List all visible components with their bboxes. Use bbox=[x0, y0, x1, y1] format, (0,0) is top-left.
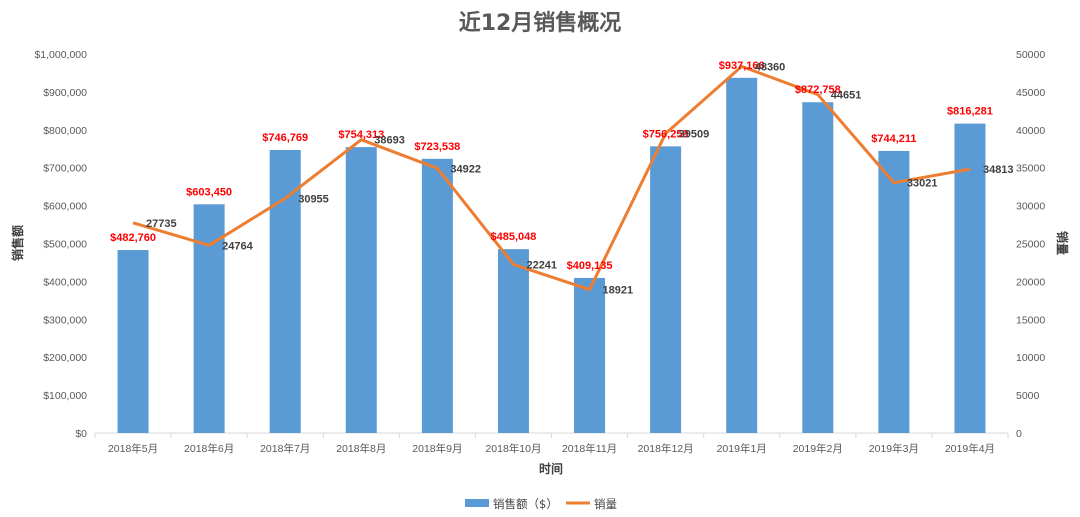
bar-value-label: $603,450 bbox=[186, 186, 232, 198]
bar-value-label: $482,760 bbox=[110, 232, 156, 244]
right-axis-ticks: 0 5000 10000 15000 20000 25000 30000 35000 40000… bbox=[1016, 49, 1045, 440]
x-tick-label: 2019年1月 bbox=[717, 442, 767, 455]
bar-value-label: $754,313 bbox=[338, 129, 384, 141]
y-tick-label: $500,000 bbox=[43, 239, 87, 251]
x-tick-label: 2019年2月 bbox=[793, 442, 843, 455]
line-value-label: 38693 bbox=[374, 135, 405, 147]
x-tick-label: 2018年7月 bbox=[260, 442, 310, 455]
bar bbox=[802, 102, 834, 433]
x-tick-label: 2018年10月 bbox=[485, 442, 541, 455]
bar-value-label: $409,135 bbox=[567, 260, 613, 272]
y2-tick-label: 25000 bbox=[1016, 239, 1045, 251]
y-tick-label: $700,000 bbox=[43, 163, 87, 175]
y2-tick-label: 35000 bbox=[1016, 163, 1045, 175]
x-axis-title: 时间 bbox=[539, 461, 563, 476]
y-tick-label: $800,000 bbox=[43, 125, 87, 137]
legend-bar-swatch bbox=[465, 499, 489, 507]
y-tick-label: $1,000,000 bbox=[34, 49, 87, 61]
bar-value-label: $937,166 bbox=[719, 60, 765, 72]
bar-value-label: $485,048 bbox=[491, 231, 537, 243]
legend-bar-label: 销售额（$） bbox=[493, 497, 558, 511]
x-tick-label: 2019年3月 bbox=[869, 442, 919, 455]
bar-value-label: $744,211 bbox=[871, 133, 916, 145]
x-tick-label: 2018年5月 bbox=[108, 442, 158, 455]
x-tick-label: 2018年9月 bbox=[412, 442, 462, 455]
bar bbox=[421, 158, 453, 433]
line-value-label: 24764 bbox=[222, 240, 253, 252]
legend-line-label: 销量 bbox=[594, 497, 617, 511]
x-tick-label: 2018年11月 bbox=[562, 442, 617, 455]
sales-volume-line bbox=[132, 64, 971, 292]
line-value-label: 33021 bbox=[907, 178, 938, 190]
y-tick-label: $300,000 bbox=[43, 314, 87, 326]
line-value-label: 34813 bbox=[983, 164, 1014, 176]
line-data-labels: 27735 24764 30955 38693 34922 22241 18921 39509… bbox=[146, 61, 1014, 296]
bar bbox=[878, 150, 910, 433]
y2-tick-label: 0 bbox=[1016, 428, 1022, 440]
legend: 销售额（$） 销量 bbox=[465, 497, 617, 511]
y-axis-title: 销售额 bbox=[10, 225, 25, 261]
bar-value-label: $756,259 bbox=[643, 128, 689, 140]
bar-value-label: $816,281 bbox=[947, 106, 993, 118]
y2-tick-label: 30000 bbox=[1016, 201, 1045, 213]
bar bbox=[574, 277, 606, 433]
bar-data-labels: $482,760 $603,450 $746,769 $754,313 $723,538… bbox=[110, 60, 993, 272]
y2-tick-label: 10000 bbox=[1016, 352, 1045, 364]
y-tick-label: $600,000 bbox=[43, 201, 87, 213]
y2-tick-label: 45000 bbox=[1016, 87, 1045, 99]
y-tick-label: $200,000 bbox=[43, 352, 87, 364]
bar bbox=[269, 149, 301, 433]
bar-value-label: $723,538 bbox=[414, 141, 460, 153]
left-axis-ticks: $0 $100,000 $200,000 $300,000 $400,000 $500,0… bbox=[34, 49, 87, 440]
y2-tick-label: 5000 bbox=[1016, 390, 1040, 402]
line-value-label: 48360 bbox=[755, 61, 786, 73]
y2-tick-label: 50000 bbox=[1016, 49, 1045, 61]
line-value-label: 44651 bbox=[831, 90, 862, 102]
bar bbox=[650, 146, 682, 433]
y2-tick-label: 40000 bbox=[1016, 125, 1045, 137]
bar bbox=[954, 123, 986, 433]
bar-series bbox=[117, 77, 986, 434]
y2-axis-title: 销量 bbox=[1055, 231, 1070, 255]
y2-tick-label: 15000 bbox=[1016, 314, 1045, 326]
y-tick-label: $400,000 bbox=[43, 276, 87, 288]
bar bbox=[497, 249, 529, 433]
x-tick-label: 2018年6月 bbox=[184, 442, 234, 455]
line-value-label: 39509 bbox=[679, 129, 710, 141]
bar-value-label: $746,769 bbox=[262, 132, 308, 144]
bar bbox=[117, 250, 149, 433]
bar bbox=[726, 77, 758, 433]
line-value-label: 18921 bbox=[603, 285, 634, 297]
x-axis-ticks: 2018年5月 2018年6月 2018年7月 2018年8月 2018年9月 2018年… bbox=[94, 433, 1009, 455]
y-tick-label: $100,000 bbox=[43, 390, 87, 402]
x-tick-label: 2018年8月 bbox=[336, 442, 386, 455]
y2-tick-label: 20000 bbox=[1016, 276, 1045, 288]
y-tick-label: $0 bbox=[75, 428, 87, 440]
chart-title: 近12月销售概况 bbox=[459, 10, 622, 36]
line-value-label: 30955 bbox=[298, 193, 329, 205]
x-tick-label: 2019年4月 bbox=[945, 442, 995, 455]
bar-value-label: $872,758 bbox=[795, 84, 841, 96]
x-tick-label: 2018年12月 bbox=[638, 442, 694, 455]
line-series bbox=[132, 64, 971, 292]
bar bbox=[345, 147, 377, 434]
y-tick-label: $900,000 bbox=[43, 87, 87, 99]
line-value-label: 34922 bbox=[450, 163, 481, 175]
line-value-label: 27735 bbox=[146, 218, 177, 230]
line-value-label: 22241 bbox=[526, 259, 557, 271]
